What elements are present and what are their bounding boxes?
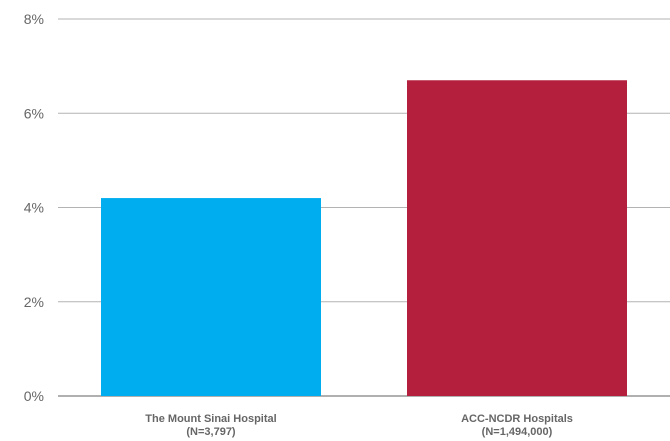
y-tick-label: 8%	[24, 11, 44, 27]
bar-2	[407, 80, 627, 396]
x-category-sublabel: (N=3,797)	[186, 426, 236, 438]
bars	[101, 80, 627, 396]
y-tick-label: 4%	[24, 200, 44, 216]
y-tick-label: 2%	[24, 294, 44, 310]
y-tick-label: 6%	[24, 105, 44, 121]
y-tick-label: 0%	[24, 388, 44, 404]
y-axis: 0% 2% 4% 6% 8%	[24, 11, 44, 404]
x-axis: The Mount Sinai Hospital(N=3,797) ACC-NCD…	[145, 413, 573, 438]
x-category-sublabel: (N=1,494,000)	[482, 426, 553, 438]
x-category-label: The Mount Sinai Hospital	[145, 413, 276, 425]
bar-1	[101, 198, 321, 396]
x-category-label: ACC-NCDR Hospitals	[461, 413, 573, 425]
